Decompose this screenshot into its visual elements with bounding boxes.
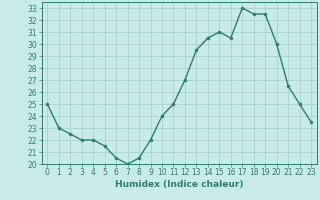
X-axis label: Humidex (Indice chaleur): Humidex (Indice chaleur) [115, 180, 244, 189]
